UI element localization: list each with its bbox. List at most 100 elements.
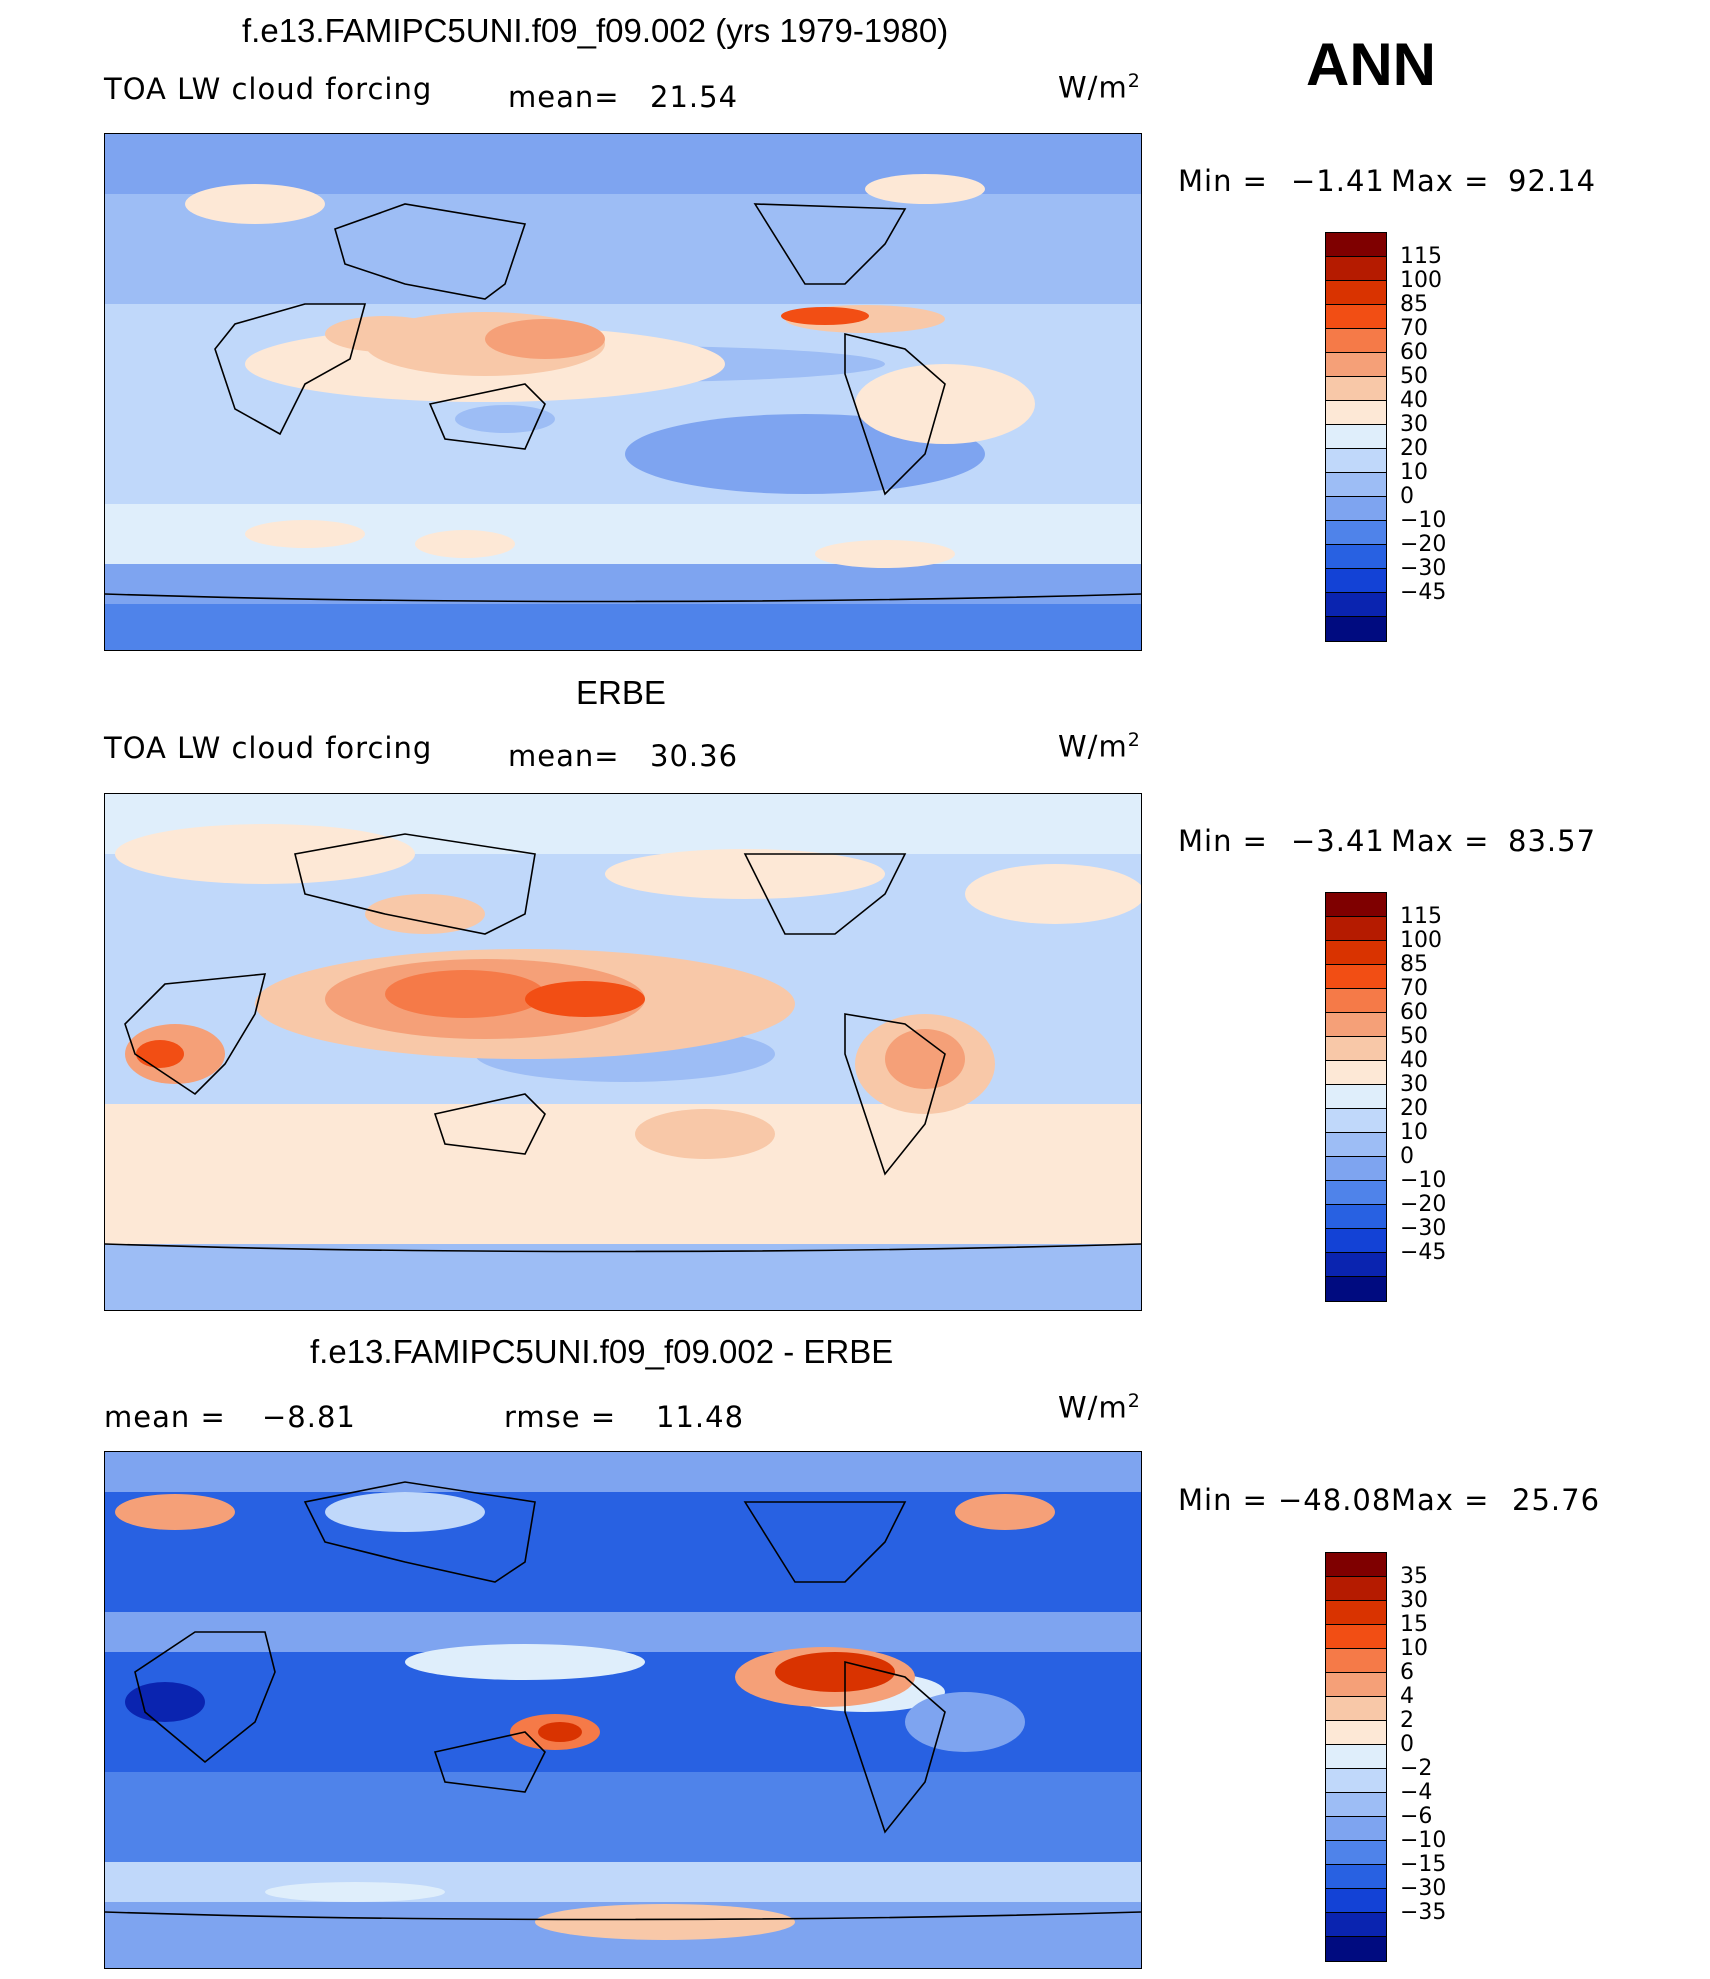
panel2-title: ERBE	[576, 674, 666, 711]
colorbar-segment	[1326, 1745, 1386, 1769]
colorbar-segment	[1326, 449, 1386, 473]
season-label: ANN	[1306, 31, 1436, 98]
colorbar-tick-label: 4	[1400, 1684, 1414, 1709]
colorbar-segment	[1326, 281, 1386, 305]
panel1-min-value: −1.41	[1291, 164, 1385, 198]
colorbar-tick-label: −20	[1400, 532, 1447, 557]
colorbar-tick-label: 115	[1400, 244, 1442, 269]
colorbar-tick-label: −35	[1400, 1900, 1447, 1925]
panel3-min-value: −48.08	[1278, 1483, 1392, 1517]
panel2-max-value: 83.57	[1508, 824, 1597, 858]
colorbar-segment	[1326, 1673, 1386, 1697]
colorbar-tick-label: 50	[1400, 1024, 1428, 1049]
colorbar-tick-label: −10	[1400, 1168, 1447, 1193]
colorbar-segment	[1326, 1697, 1386, 1721]
colorbar-tick-label: 0	[1400, 484, 1414, 509]
colorbar-segment	[1326, 1601, 1386, 1625]
colorbar-segment	[1326, 305, 1386, 329]
panel1-colorbar	[1325, 232, 1387, 642]
panel1-mean-value: 21.54	[650, 80, 739, 114]
colorbar-segment	[1326, 941, 1386, 965]
colorbar-segment	[1326, 1061, 1386, 1085]
colorbar-tick-label: 40	[1400, 1048, 1428, 1073]
colorbar-tick-label: 10	[1400, 460, 1428, 485]
colorbar-segment	[1326, 989, 1386, 1013]
panel3-max-value: 25.76	[1512, 1483, 1601, 1517]
colorbar-segment	[1326, 1577, 1386, 1601]
colorbar-tick-label: 70	[1400, 316, 1428, 341]
panel2-map	[104, 793, 1142, 1311]
colorbar-segment	[1326, 569, 1386, 593]
colorbar-tick-label: 40	[1400, 388, 1428, 413]
colorbar-tick-label: 60	[1400, 1000, 1428, 1025]
colorbar-tick-label: 0	[1400, 1144, 1414, 1169]
colorbar-tick-label: −15	[1400, 1852, 1447, 1877]
colorbar-segment	[1326, 893, 1386, 917]
colorbar-segment	[1326, 377, 1386, 401]
colorbar-tick-label: 0	[1400, 1732, 1414, 1757]
panel3-map	[104, 1451, 1142, 1969]
panel3-units: W/m2	[1058, 1390, 1141, 1425]
colorbar-segment	[1326, 1913, 1386, 1937]
colorbar-tick-label: 20	[1400, 436, 1428, 461]
colorbar-tick-label: 10	[1400, 1636, 1428, 1661]
panel1-min-label: Min =	[1178, 164, 1268, 198]
panel3-min-label: Min =	[1178, 1483, 1268, 1517]
colorbar-segment	[1326, 497, 1386, 521]
colorbar-segment	[1326, 1229, 1386, 1253]
colorbar-segment	[1326, 425, 1386, 449]
colorbar-tick-label: −45	[1400, 1240, 1447, 1265]
colorbar-segment	[1326, 233, 1386, 257]
panel2-mean-value: 30.36	[650, 739, 739, 773]
colorbar-segment	[1326, 521, 1386, 545]
panel3-title: f.e13.FAMIPC5UNI.f09_f09.002 - ERBE	[310, 1333, 894, 1370]
panel1-max-value: 92.14	[1508, 164, 1597, 198]
colorbar-tick-label: 115	[1400, 904, 1442, 929]
colorbar-tick-label: −10	[1400, 1828, 1447, 1853]
colorbar-segment	[1326, 1769, 1386, 1793]
colorbar-segment	[1326, 1649, 1386, 1673]
colorbar-tick-label: 30	[1400, 1588, 1428, 1613]
colorbar-tick-label: −10	[1400, 508, 1447, 533]
colorbar-tick-label: 70	[1400, 976, 1428, 1001]
colorbar-tick-label: 20	[1400, 1096, 1428, 1121]
panel3-colorbar	[1325, 1552, 1387, 1962]
colorbar-segment	[1326, 353, 1386, 377]
colorbar-segment	[1326, 1841, 1386, 1865]
colorbar-segment	[1326, 1181, 1386, 1205]
colorbar-segment	[1326, 1253, 1386, 1277]
colorbar-segment	[1326, 1133, 1386, 1157]
colorbar-tick-label: 100	[1400, 268, 1442, 293]
colorbar-segment	[1326, 329, 1386, 353]
colorbar-tick-label: 100	[1400, 928, 1442, 953]
colorbar-tick-label: 50	[1400, 364, 1428, 389]
colorbar-segment	[1326, 1865, 1386, 1889]
colorbar-segment	[1326, 965, 1386, 989]
colorbar-tick-label: 60	[1400, 340, 1428, 365]
panel1-map	[104, 133, 1142, 651]
panel3-colorbar-labels: 35 30 15 10 6 4 2 0 −2 −4 −6 −10 −15 −30 −35	[1400, 1552, 1480, 1960]
colorbar-segment	[1326, 1937, 1386, 1961]
panel1-colorbar-labels: 115 100 85 70 60 50 40 30 20 10 0 −10 −20 −30 −45	[1400, 232, 1480, 640]
panel2-mean-label: mean=	[508, 739, 620, 773]
panel2-min-label: Min =	[1178, 824, 1268, 858]
panel3-rmse-value: 11.48	[656, 1400, 745, 1434]
panel1-variable-label: TOA LW cloud forcing	[104, 72, 433, 106]
colorbar-tick-label: −20	[1400, 1192, 1447, 1217]
colorbar-tick-label: −2	[1400, 1756, 1433, 1781]
panel3-mean-value: −8.81	[262, 1400, 356, 1434]
colorbar-segment	[1326, 1085, 1386, 1109]
panel1-units: W/m2	[1058, 70, 1141, 105]
colorbar-tick-label: 6	[1400, 1660, 1414, 1685]
colorbar-segment	[1326, 1625, 1386, 1649]
panel2-variable-label: TOA LW cloud forcing	[104, 731, 433, 765]
colorbar-tick-label: 35	[1400, 1564, 1428, 1589]
colorbar-tick-label: −30	[1400, 1876, 1447, 1901]
panel1-title: f.e13.FAMIPC5UNI.f09_f09.002 (yrs 1979-1…	[242, 12, 949, 49]
panel2-units: W/m2	[1058, 729, 1141, 764]
colorbar-segment	[1326, 473, 1386, 497]
colorbar-tick-label: 30	[1400, 412, 1428, 437]
colorbar-tick-label: −4	[1400, 1780, 1433, 1805]
colorbar-segment	[1326, 1037, 1386, 1061]
colorbar-tick-label: 30	[1400, 1072, 1428, 1097]
